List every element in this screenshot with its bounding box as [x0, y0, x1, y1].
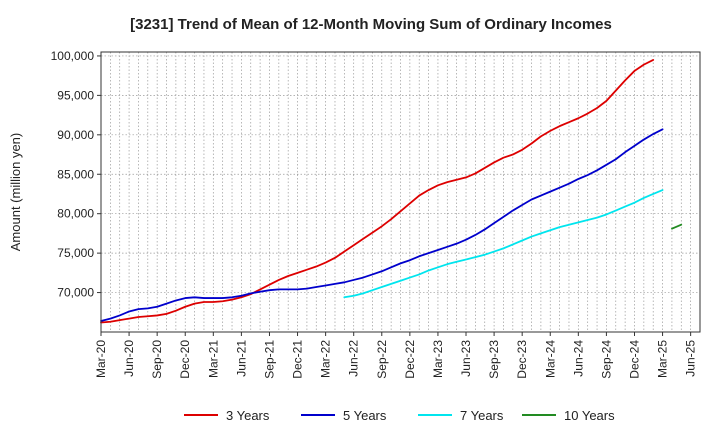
y-tick-label: 95,000	[57, 88, 94, 102]
chart-title: [3231] Trend of Mean of 12-Month Moving …	[130, 16, 612, 33]
x-tick-label: Dec-20	[178, 340, 192, 379]
y-tick-label: 70,000	[57, 286, 94, 300]
series-lines	[100, 58, 683, 324]
y-axis-ticks: 70,000 75,000 80,000 85,000 90,000 95,000 100,…	[51, 49, 101, 300]
legend: 3 Years 5 Years 7 Years 10 Years	[184, 408, 615, 423]
x-tick-label: Dec-21	[291, 340, 305, 379]
x-tick-label: Jun-22	[347, 340, 361, 377]
x-tick-label: Mar-21	[206, 340, 220, 378]
x-tick-label: Mar-25	[656, 340, 670, 378]
legend-label-7-years: 7 Years	[460, 408, 504, 423]
x-tick-label: Mar-20	[94, 340, 108, 378]
series-line-10-years	[671, 223, 683, 230]
x-tick-label: Jun-24	[571, 340, 585, 377]
legend-label-5-years: 5 Years	[343, 408, 387, 423]
plot-border	[100, 51, 701, 333]
y-axis-label: Amount (million yen)	[8, 133, 23, 252]
x-tick-label: Mar-23	[431, 340, 445, 378]
y-tick-label: 85,000	[57, 167, 94, 181]
x-tick-label: Mar-22	[319, 340, 333, 378]
x-tick-label: Dec-22	[403, 340, 417, 379]
series-line-5-years	[100, 128, 664, 322]
x-tick-label: Jun-23	[459, 340, 473, 377]
x-tick-label: Dec-24	[627, 340, 641, 379]
x-tick-label: Sep-23	[487, 340, 501, 379]
x-tick-label: Jun-20	[122, 340, 136, 377]
x-tick-label: Mar-24	[543, 340, 557, 378]
x-tick-label: Sep-20	[150, 340, 164, 379]
legend-label-3-years: 3 Years	[226, 408, 270, 423]
x-tick-label: Dec-23	[515, 340, 529, 379]
x-axis-ticks: Mar-20 Jun-20 Sep-20 Dec-20 Mar-21 Jun-21 Sep-…	[94, 332, 698, 379]
y-tick-label: 80,000	[57, 207, 94, 221]
series-line-7-years	[343, 189, 664, 299]
x-tick-label: Sep-22	[375, 340, 389, 379]
x-tick-label: Sep-24	[599, 340, 613, 379]
gridlines	[101, 52, 700, 332]
x-tick-label: Sep-21	[262, 340, 276, 379]
y-tick-label: 90,000	[57, 128, 94, 142]
x-tick-label: Jun-25	[684, 340, 698, 377]
legend-label-10-years: 10 Years	[564, 408, 615, 423]
series-line-3-years	[100, 58, 655, 324]
y-tick-label: 100,000	[51, 49, 95, 63]
y-tick-label: 75,000	[57, 246, 94, 260]
x-tick-label: Jun-21	[234, 340, 248, 377]
